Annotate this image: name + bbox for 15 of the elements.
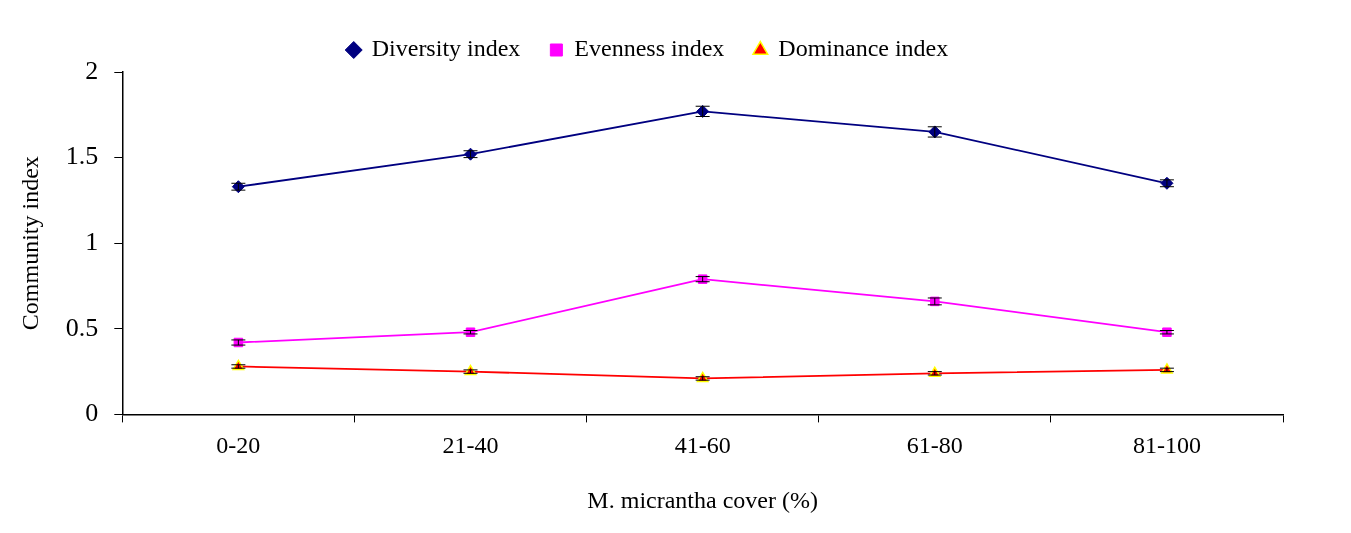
y-tick-label: 1 — [85, 227, 99, 257]
y-tick-label: 1.5 — [65, 141, 99, 171]
y-tick-label: 2 — [85, 55, 99, 85]
y-tick-label: 0.5 — [65, 312, 99, 342]
x-tick-label: 81-100 — [1132, 432, 1201, 459]
x-tick-label: 21-40 — [442, 432, 499, 459]
y-axis-title: Community index — [16, 156, 43, 331]
x-tick-label: 0-20 — [216, 432, 261, 459]
x-axis-title: M. micrantha cover (%) — [587, 486, 818, 513]
x-tick-label: 41-60 — [674, 432, 731, 459]
legend-label: Dominance index — [778, 35, 949, 62]
x-tick-label: 61-80 — [906, 432, 963, 459]
legend-label: Diversity index — [371, 35, 521, 62]
legend-label: Evenness index — [574, 35, 725, 62]
y-tick-label: 0 — [85, 398, 99, 428]
